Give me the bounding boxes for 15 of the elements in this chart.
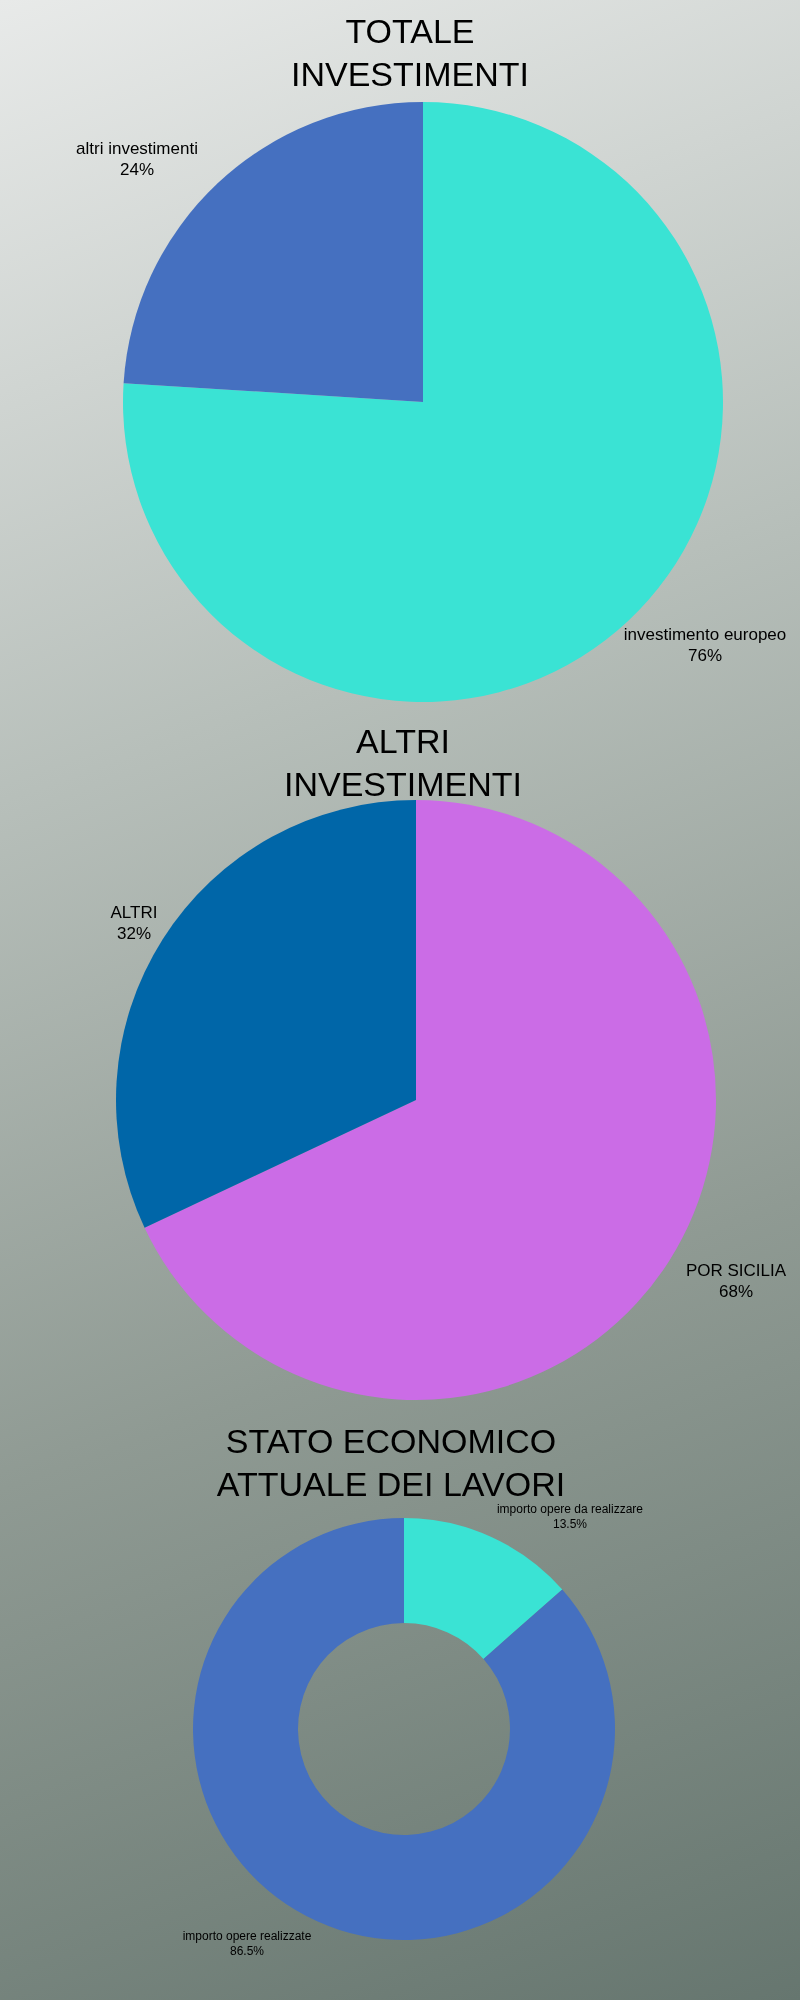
data-label: 13.5% (552, 1516, 588, 1531)
chart-title: ALTRI INVESTIMENTI (283, 721, 523, 805)
data-label: 86.5% (229, 1943, 265, 1958)
data-label: 68% (718, 1281, 754, 1301)
slice-label: ALTRI (110, 902, 158, 922)
slice-label: importo opere realizzate (182, 1928, 312, 1943)
data-label: 24% (119, 159, 155, 179)
data-label: 76% (687, 645, 723, 665)
slice-label: investimento europeo (623, 624, 787, 644)
slice-label: POR SICILIA (685, 1260, 787, 1280)
slice-label: altri investimenti (76, 138, 198, 158)
data-label: 32% (116, 923, 152, 943)
chart-title: TOTALE INVESTIMENTI (290, 11, 530, 95)
chart-title: STATO ECONOMICO ATTUALE DEI LAVORI (215, 1421, 567, 1504)
slice-label: importo opere da realizzare (496, 1501, 644, 1516)
